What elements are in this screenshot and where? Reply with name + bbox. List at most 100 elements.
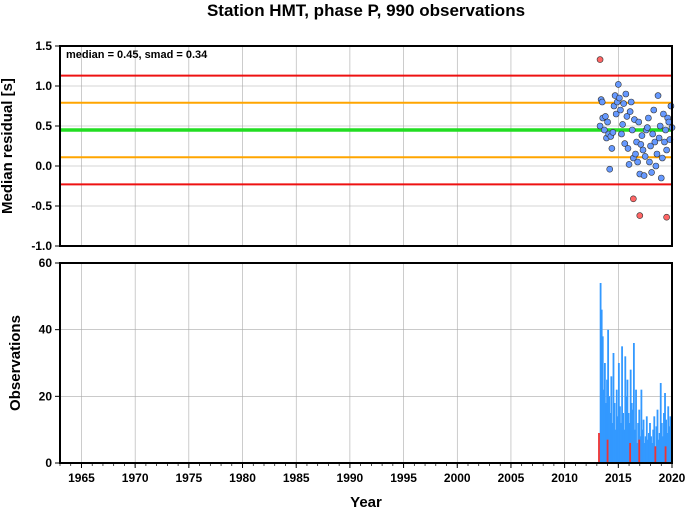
residual-point <box>598 98 606 106</box>
year-tick-label: 1975 <box>175 471 202 485</box>
residual-point <box>644 124 651 131</box>
observations-tick-label: 0 <box>45 456 52 470</box>
year-tick-label: 2020 <box>659 471 686 485</box>
residual-point <box>663 146 670 154</box>
year-x-ticks: 1965 1970 1975 1980 1985 1990 1995 2000 2005 2010… <box>59 463 686 485</box>
year-x-axis-label: Year <box>350 494 382 511</box>
observations-bars <box>598 283 673 463</box>
residual-point <box>612 110 620 118</box>
observation-bar <box>624 356 627 463</box>
residual-point <box>653 150 661 158</box>
observation-bar <box>665 419 667 463</box>
observation-bar <box>648 433 650 463</box>
residual-point <box>615 81 622 88</box>
observation-bar <box>668 426 671 463</box>
residual-point <box>663 213 670 221</box>
year-tick-label: 2015 <box>605 471 632 485</box>
residual-y-axis-label: Median residual [s] <box>0 78 16 214</box>
observation-bar <box>607 329 610 463</box>
residual-point <box>622 90 630 98</box>
residual-point <box>609 129 617 136</box>
year-tick-label: 1985 <box>283 471 310 485</box>
residual-point <box>667 102 675 110</box>
residual-point <box>665 118 673 126</box>
observation-bar <box>610 376 613 463</box>
year-tick-label: 2005 <box>498 471 525 485</box>
residual-point <box>621 140 629 147</box>
residual-point <box>659 154 666 162</box>
residual-point <box>640 172 648 179</box>
residual-point <box>660 110 667 118</box>
residual-tick-label: -0.5 <box>31 199 52 213</box>
residual-point <box>627 98 635 106</box>
observation-bar <box>667 406 670 463</box>
observation-bar <box>608 396 611 463</box>
residual-point <box>649 130 656 138</box>
residual-frame <box>59 45 673 247</box>
observation-bar <box>623 429 626 463</box>
observations-tick-label: 60 <box>39 256 53 270</box>
residual-point <box>619 121 626 128</box>
residual-y-ticks: 1.5 1.0 0.5 0.0 -0.5 -1.0 <box>31 39 60 253</box>
residual-point <box>616 94 623 102</box>
observation-bar <box>632 343 635 463</box>
residual-point <box>638 132 646 139</box>
residual-tick-label: 0.0 <box>35 159 52 173</box>
observation-bar <box>640 389 643 463</box>
observation-bar <box>663 413 665 463</box>
observation-bar <box>637 423 640 463</box>
residual-tick-label: 1.5 <box>35 39 52 53</box>
observation-bar <box>606 439 609 463</box>
residual-point <box>639 146 647 154</box>
observations-y-axis-label: Observations <box>7 315 24 411</box>
observation-bar <box>649 423 651 463</box>
observation-bar <box>598 433 600 463</box>
observation-bar <box>669 416 672 463</box>
residual-point <box>637 141 645 148</box>
residual-point <box>652 162 660 170</box>
observation-bar <box>611 423 614 463</box>
observations-tick-label: 20 <box>39 389 53 403</box>
observation-bar <box>631 409 634 463</box>
residual-panel: 1.5 1.0 0.5 0.0 -0.5 -1.0 median = 0.45, smad… <box>0 39 676 253</box>
residual-reference-lines <box>60 74 672 186</box>
residual-point <box>606 165 614 173</box>
observations-tick-label: 40 <box>39 323 53 337</box>
observation-bar <box>613 403 616 463</box>
observation-bar <box>658 433 661 463</box>
observation-bar <box>643 443 646 463</box>
observation-bar <box>650 436 652 463</box>
residual-point <box>657 174 665 182</box>
observation-bar <box>634 429 636 463</box>
observation-bar <box>602 389 605 463</box>
residual-point <box>601 126 608 134</box>
residual-point <box>634 158 641 166</box>
observation-bar <box>609 413 612 463</box>
observation-bar <box>603 363 606 463</box>
residual-point <box>626 108 634 115</box>
residual-point <box>632 150 639 158</box>
observation-bar <box>642 419 645 463</box>
observations-grid <box>60 262 673 464</box>
observation-bar <box>660 423 663 463</box>
stats-annotation: median = 0.45, smad = 0.34 <box>66 49 208 61</box>
residual-point <box>617 106 624 114</box>
observation-bar <box>600 309 603 463</box>
observation-bar <box>639 436 642 463</box>
observation-bar <box>606 379 608 463</box>
observation-bar <box>652 429 655 463</box>
observation-bar <box>656 409 659 463</box>
year-tick-label: 2010 <box>551 471 578 485</box>
residual-point <box>635 118 643 126</box>
residual-point <box>625 161 633 168</box>
observation-bar <box>616 416 619 463</box>
observation-bar <box>653 416 656 463</box>
residual-point <box>618 130 625 138</box>
observations-panel: 60 40 20 0 1965 1970 1975 1980 1985 1990 1995 2000… <box>7 256 686 511</box>
residual-point <box>602 113 609 120</box>
observation-bar <box>627 413 630 463</box>
residual-point <box>661 138 668 146</box>
observation-bar <box>661 436 664 463</box>
observation-bar <box>617 363 620 463</box>
residual-point <box>645 114 652 122</box>
